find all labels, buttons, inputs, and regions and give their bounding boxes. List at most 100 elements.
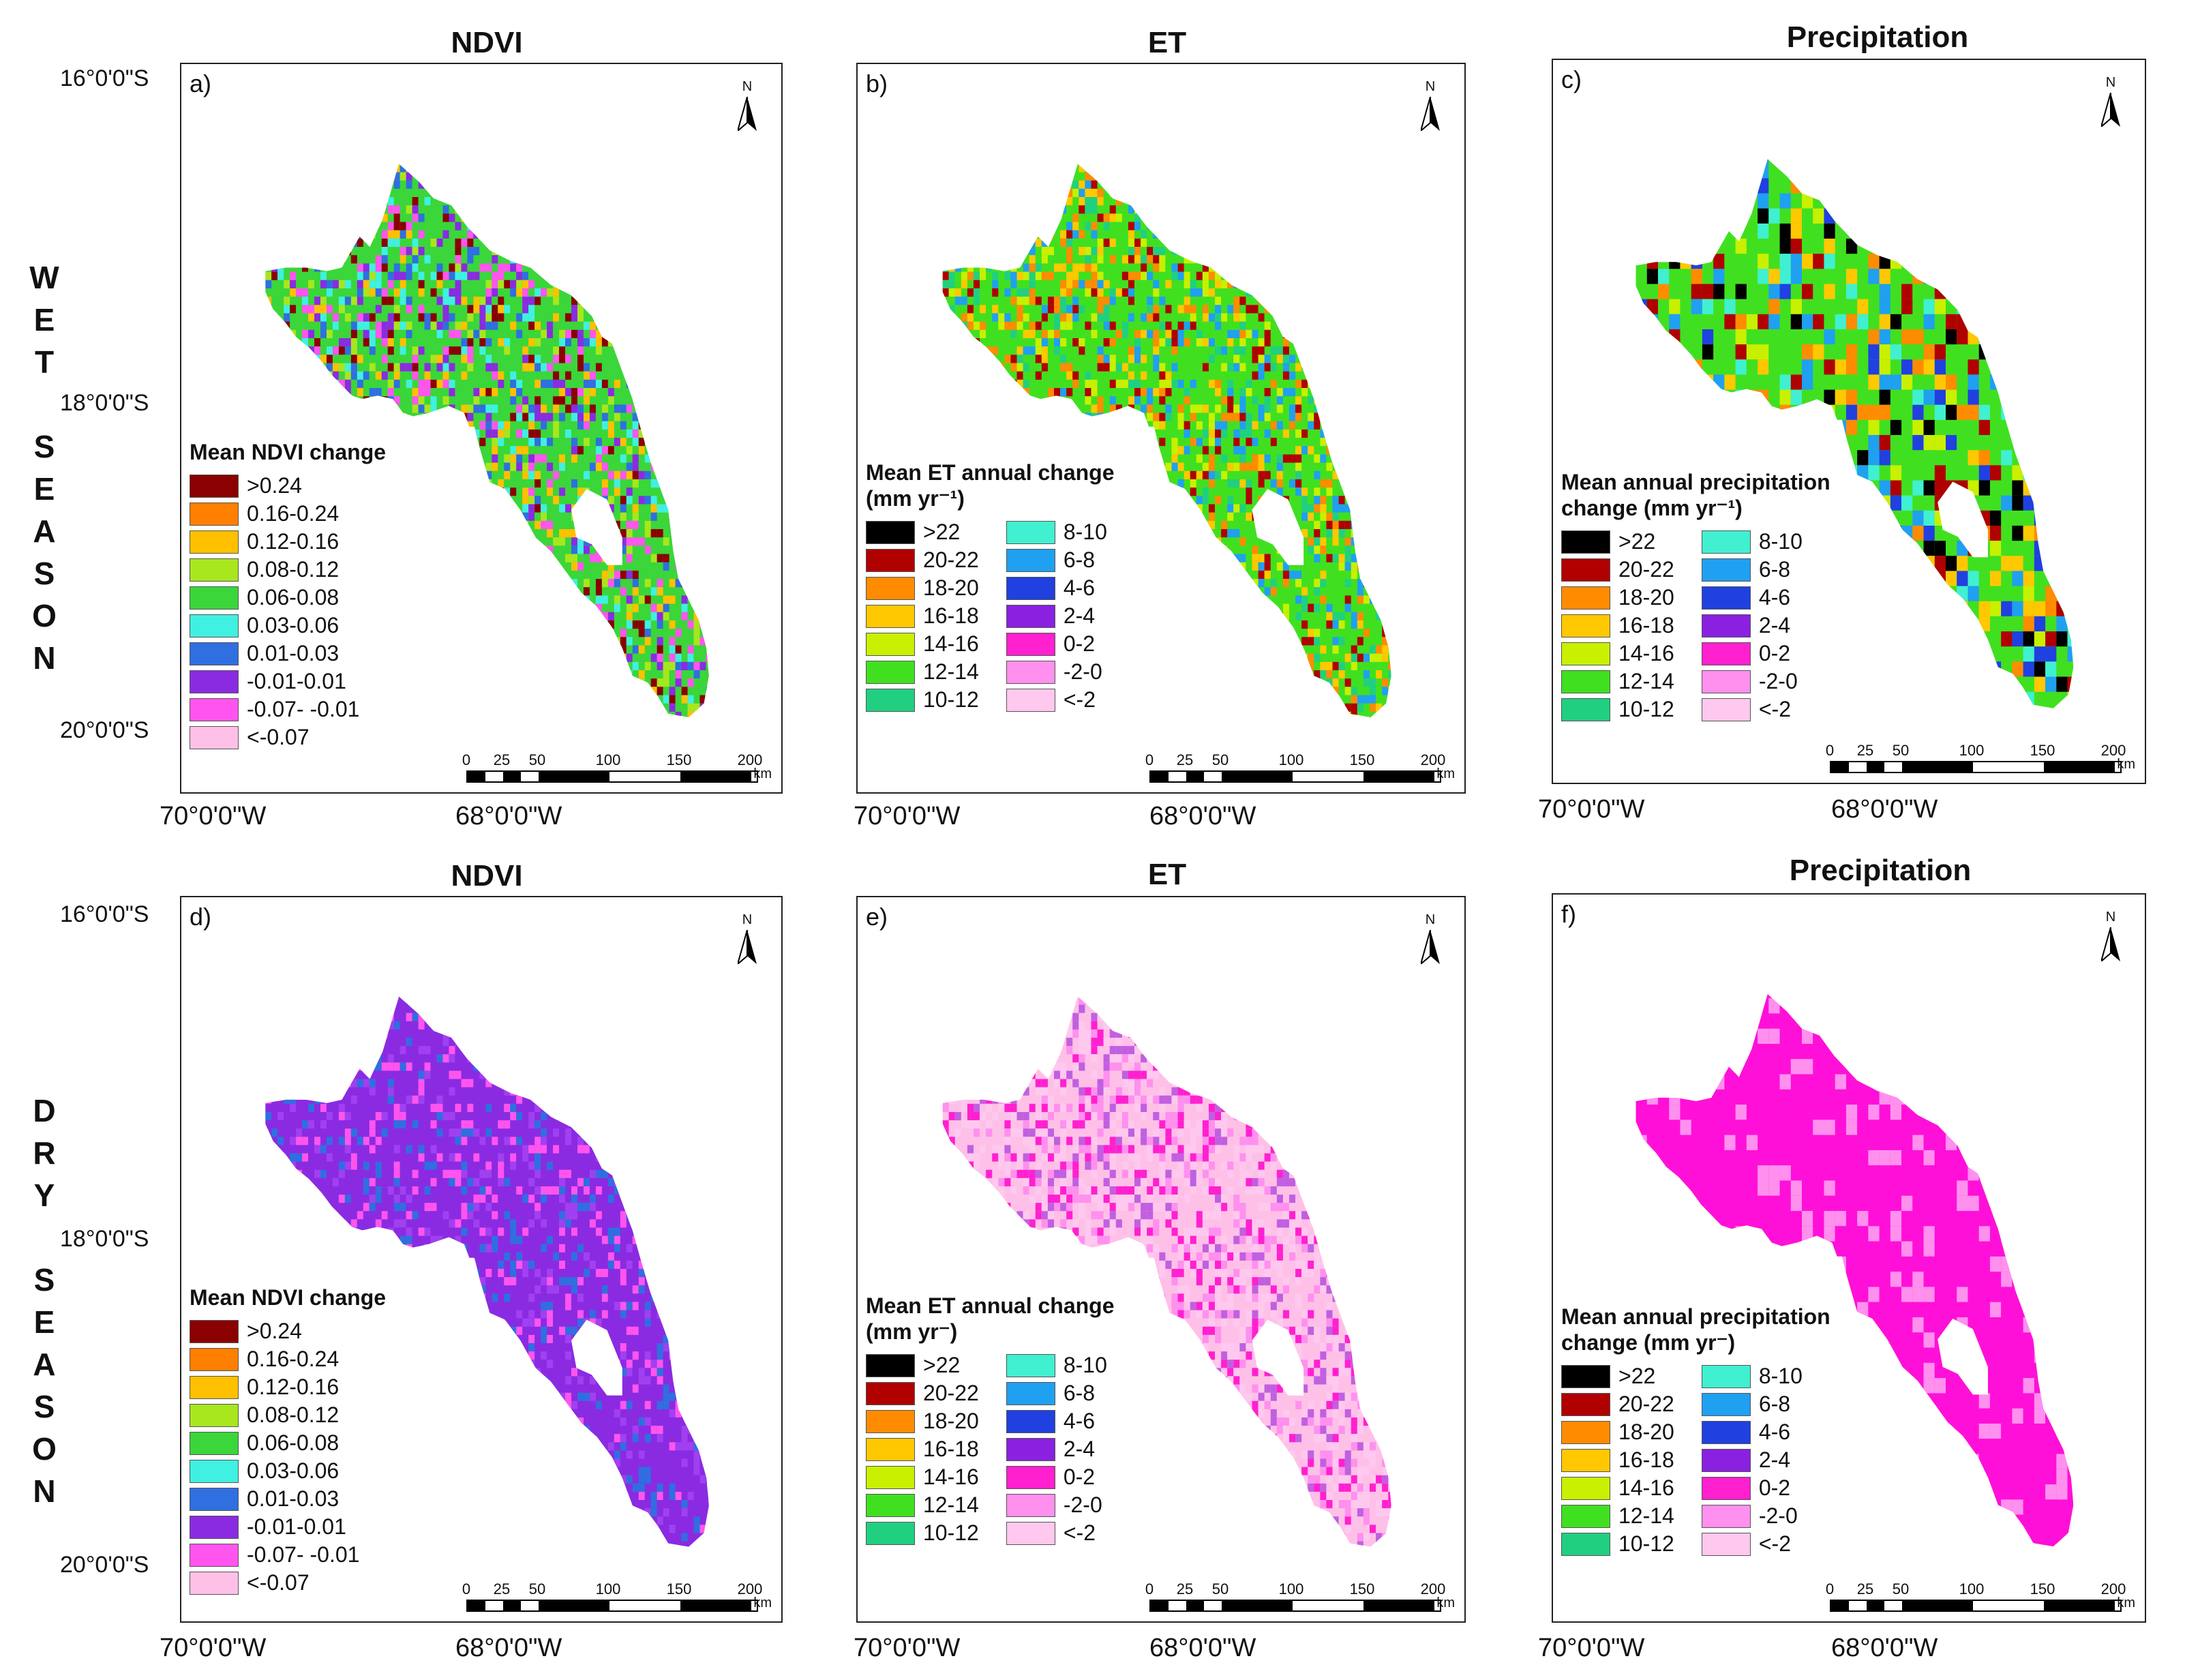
legend-swatch [1006,660,1055,684]
legend-label: 4-6 [1758,1420,1791,1444]
legend-item: 0-2 [1701,640,1803,668]
scale-tick-label: 0 [462,751,471,768]
legend-swatch [190,642,239,665]
legend-label: 20-22 [923,1381,979,1405]
legend-swatch [866,632,915,656]
scale-bar: 0 25 50 100 150 200 km [1145,751,1455,785]
scale-tick-label: 150 [2030,742,2055,759]
legend-label: 0.06-0.08 [247,1430,340,1455]
season-letter: T [34,344,55,380]
legend-swatch [1006,1437,1055,1461]
legend-swatch [190,1403,239,1427]
scale-tick-label: 50 [528,751,546,768]
season-letter: O [32,598,57,633]
legend-label: 0.03-0.06 [247,613,340,638]
legend-item: <-2 [1701,695,1803,723]
legend-swatch [1006,1353,1055,1377]
legend-label: 2-4 [1063,1437,1096,1461]
legend-item: 14-16 [866,630,979,658]
legend-label: 2-4 [1063,603,1096,628]
legend-item: -2-0 [1701,1502,1803,1530]
season-letter: N [33,640,56,676]
legend-label: 12-14 [1618,669,1674,693]
north-arrow-icon: N [2097,75,2124,130]
legend-label: 10-12 [923,1520,979,1545]
legend-title: Mean annual precipitation [1561,470,1830,494]
legend-label: 8-10 [1063,1353,1107,1377]
legend-item: 6-8 [1701,1390,1803,1418]
scale-tick-label: 0 [462,1580,471,1597]
region-map [265,996,709,1547]
scale-tick-label: 0 [1145,1580,1154,1597]
scale-tick-label: 50 [1211,1580,1229,1597]
season-letter: A [33,513,56,549]
scale-tick-label: 25 [493,1580,511,1597]
legend-swatch [1006,520,1055,544]
legend-item: >22 [866,1351,979,1379]
north-arrow-icon: N [734,79,761,134]
scale-unit: km [753,1595,772,1610]
legend-item: 0.08-0.12 [190,1401,386,1429]
legend-label: <-0.07 [247,725,310,749]
legend-label: >0.24 [247,473,302,498]
title-precip-wet: Precipitation [1786,20,1969,54]
legend-label: 0.08-0.12 [247,1402,340,1427]
legend-swatch [866,548,915,572]
scale-tick-label: 100 [1278,751,1304,768]
season-letter: E [33,1304,55,1340]
scale-tick-label: 100 [595,1580,621,1597]
legend-label: -2-0 [1063,659,1102,684]
legend-swatch [1561,1420,1610,1444]
legend-swatch [1701,1448,1751,1472]
north-arrow-icon: N [1417,79,1444,134]
legend-label: 0.01-0.03 [247,1486,340,1511]
legend-label: 2-4 [1758,1448,1791,1472]
legend-label: <-0.07 [247,1570,310,1595]
lat-label-20-wet: 20°0'0"S [60,717,149,743]
legend-item: >22 [866,518,979,546]
scale-tick-label: 0 [1145,751,1154,768]
legend-label: 4-6 [1758,585,1791,610]
legend-item: 0.12-0.16 [190,528,386,556]
legend-swatch [190,558,239,582]
legend-item: 4-6 [1006,574,1107,602]
north-arrow-icon: N [734,912,761,967]
legend-subtitle: (mm yr⁻¹) [866,486,965,511]
legend-item: -0.07- -0.01 [190,1541,386,1569]
legend-swatch [1561,1392,1610,1416]
lat-label-20-dry: 20°0'0"S [60,1552,149,1578]
legend-label: 0.16-0.24 [247,1347,340,1371]
legend-swatch [190,698,239,721]
legend-swatch [1561,642,1610,665]
legend-label: 18-20 [1618,585,1674,610]
scale-tick-label: 150 [666,751,692,768]
title-ndvi-dry: NDVI [451,859,523,892]
legend-label: -2-0 [1758,1503,1798,1528]
legend-title: Mean ET annual change [866,1293,1115,1318]
legend-subtitle: (mm yr⁻) [866,1319,958,1344]
scale-tick-label: 25 [1176,1580,1194,1597]
legend-swatch [866,1437,915,1461]
season-letter: S [33,1262,55,1298]
legend-label: 0.06-0.08 [247,585,340,610]
scale-tick-label: 50 [1211,751,1229,768]
legend-swatch [1006,1381,1055,1405]
legend-swatch [1561,670,1610,693]
legend-label: 18-20 [1618,1420,1674,1444]
legend-swatch [1006,632,1055,656]
legend-swatch [1006,604,1055,628]
region-map [942,164,1391,717]
legend-item: -2-0 [1006,1491,1107,1519]
lat-label-16-wet: 16°0'0"S [60,65,149,91]
legend-swatch [1561,1364,1610,1388]
legend-item: 6-8 [1701,556,1803,584]
legend-ndvi: Mean NDVI change >0.24 0.16-0.24 0.12-0.16 0… [190,439,386,751]
legend-item: 8-10 [1006,1351,1107,1379]
legend-item: 18-20 [1561,584,1674,612]
legend-title: Mean NDVI change [190,440,387,464]
legend-swatch [866,604,915,628]
lake-titicaca-gap [571,489,622,565]
legend-swatch [190,1571,239,1595]
legend-item: 0.01-0.03 [190,1485,386,1513]
